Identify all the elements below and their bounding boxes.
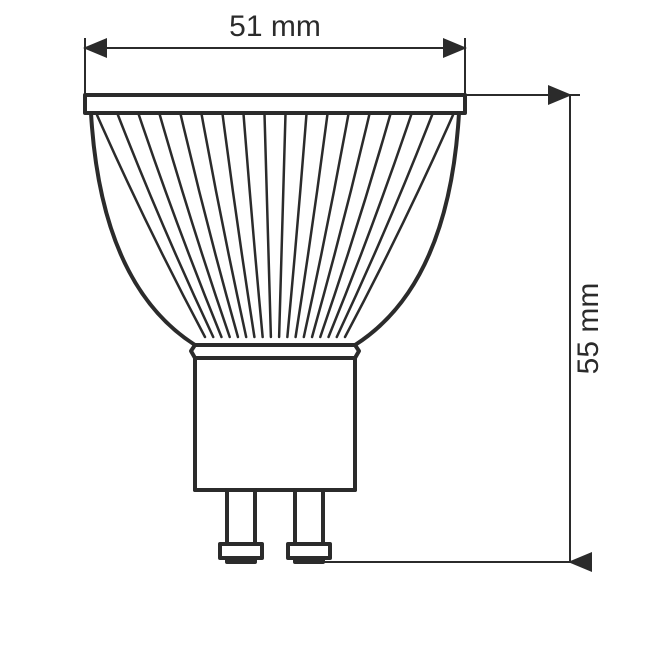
width-label: 51 mm <box>229 10 321 43</box>
bulb-drawing <box>85 95 465 562</box>
height-label: 55 mm <box>572 283 605 375</box>
